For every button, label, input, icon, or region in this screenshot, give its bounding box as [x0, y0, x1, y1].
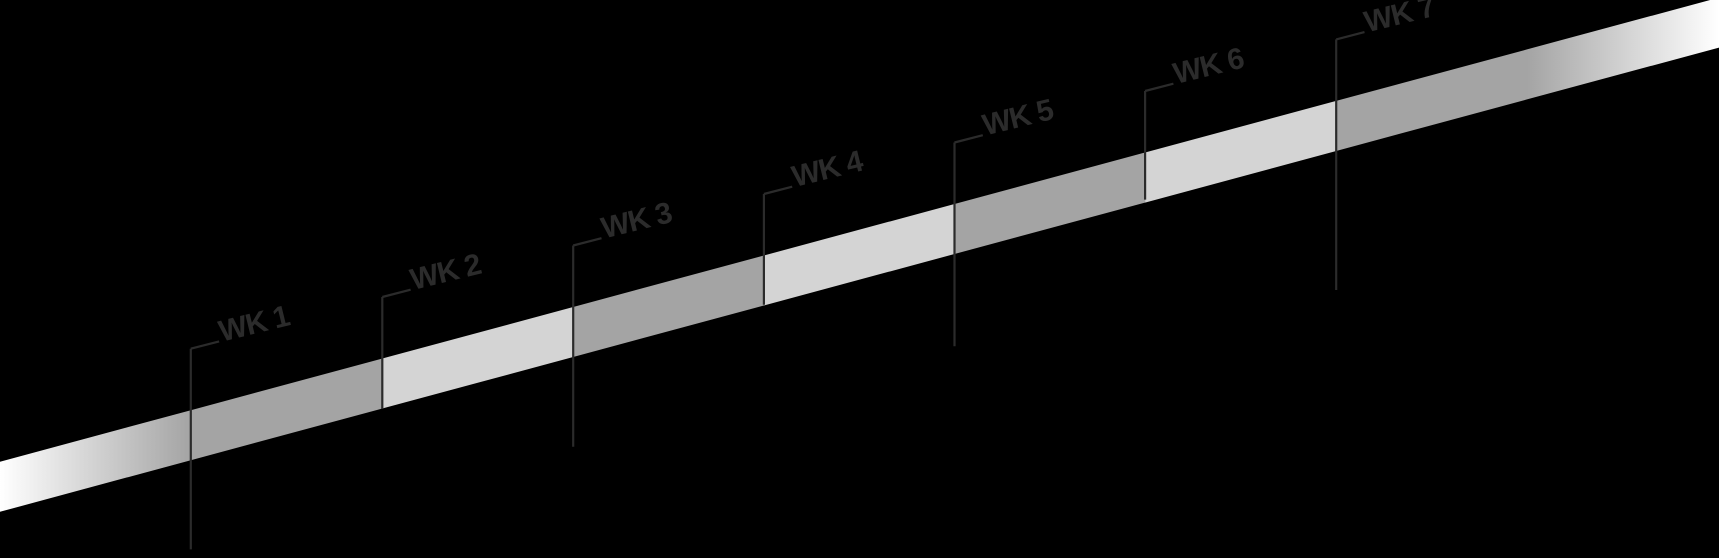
- svg-text:WK 6: WK 6: [1170, 42, 1247, 91]
- svg-text:WK 3: WK 3: [598, 196, 675, 245]
- svg-text:WK 1: WK 1: [216, 300, 293, 349]
- svg-text:WK 5: WK 5: [979, 93, 1056, 142]
- svg-text:WK 7: WK 7: [1361, 0, 1438, 39]
- svg-text:WK 2: WK 2: [407, 248, 484, 297]
- svg-text:WK 4: WK 4: [789, 145, 867, 194]
